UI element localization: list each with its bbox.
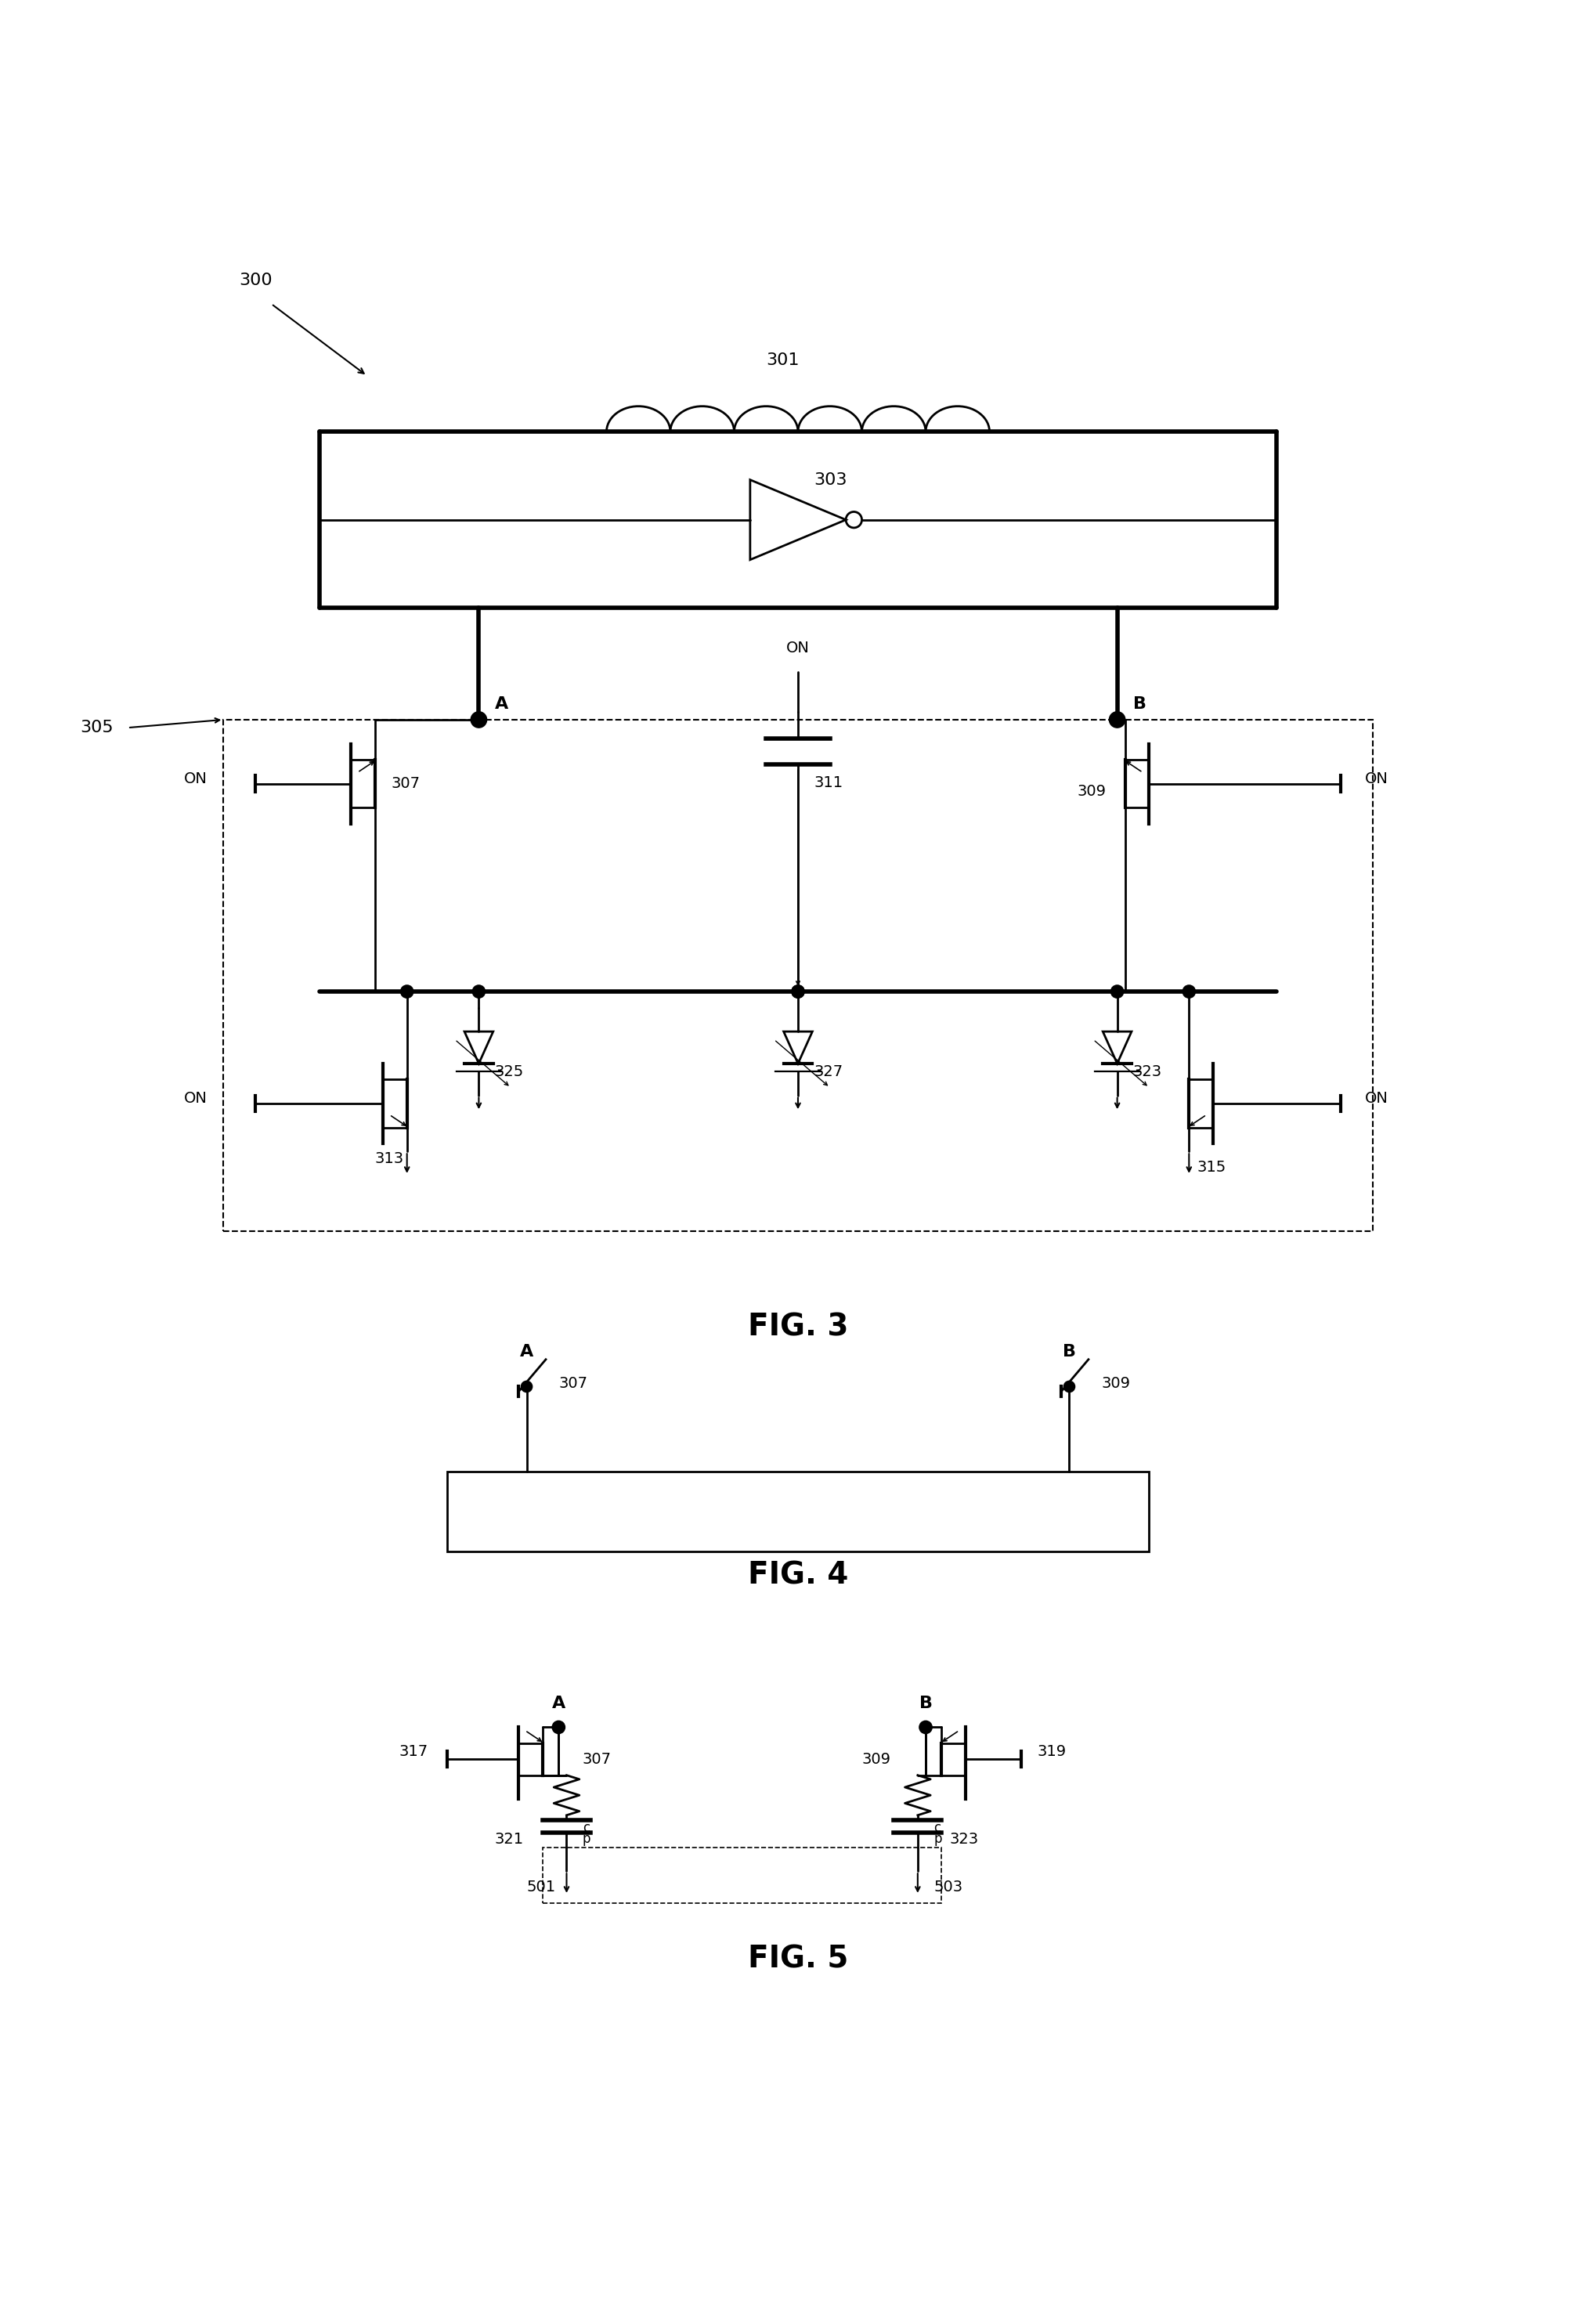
Text: 323: 323 [950, 1832, 978, 1846]
Text: 307: 307 [391, 777, 420, 791]
Text: ON: ON [184, 772, 207, 786]
Text: B: B [1133, 696, 1146, 712]
Text: 300: 300 [239, 271, 273, 288]
Circle shape [919, 1721, 932, 1735]
Text: 503: 503 [934, 1881, 962, 1895]
Text: 313: 313 [375, 1153, 404, 1166]
Text: 305: 305 [80, 719, 113, 735]
Text: 501: 501 [527, 1881, 555, 1895]
Text: A: A [495, 696, 508, 712]
Circle shape [792, 986, 804, 997]
Text: 307: 307 [559, 1375, 587, 1391]
Text: 309: 309 [862, 1751, 891, 1767]
Text: 315: 315 [1197, 1160, 1226, 1173]
Text: 319: 319 [1037, 1744, 1066, 1758]
Text: 327: 327 [814, 1064, 843, 1078]
Text: FIG. 5: FIG. 5 [749, 1943, 847, 1973]
Text: 323: 323 [1133, 1064, 1162, 1078]
Text: 303: 303 [814, 473, 847, 487]
Text: FIG. 4: FIG. 4 [749, 1561, 847, 1591]
Text: ON: ON [787, 640, 809, 656]
Text: 309: 309 [1101, 1375, 1130, 1391]
Text: FIG. 3: FIG. 3 [747, 1313, 849, 1343]
Circle shape [1109, 712, 1125, 728]
Circle shape [1111, 986, 1124, 997]
Bar [543, 1848, 942, 1904]
Text: c: c [583, 1820, 589, 1834]
Text: 311: 311 [814, 775, 843, 791]
Text: 307: 307 [583, 1751, 611, 1767]
Text: ON: ON [184, 1092, 207, 1106]
Circle shape [792, 986, 804, 997]
Bar [447, 1470, 1149, 1551]
Bar [223, 719, 1373, 1231]
Circle shape [472, 986, 485, 997]
Circle shape [471, 712, 487, 728]
Text: 325: 325 [495, 1064, 523, 1078]
Text: 309: 309 [1077, 784, 1106, 800]
Text: p: p [934, 1832, 942, 1846]
Text: ON: ON [1365, 772, 1389, 786]
Circle shape [552, 1721, 565, 1735]
Circle shape [1183, 986, 1195, 997]
Text: c: c [934, 1820, 940, 1834]
Text: 317: 317 [399, 1744, 428, 1758]
Text: 321: 321 [495, 1832, 523, 1846]
Text: A: A [520, 1343, 533, 1359]
Text: A: A [552, 1695, 565, 1711]
Circle shape [1063, 1382, 1076, 1391]
Text: 301: 301 [766, 352, 800, 369]
Circle shape [401, 986, 413, 997]
Text: ON: ON [1365, 1092, 1389, 1106]
Text: p: p [583, 1832, 591, 1846]
Text: B: B [919, 1695, 932, 1711]
Text: B: B [1063, 1343, 1076, 1359]
Circle shape [520, 1382, 531, 1391]
